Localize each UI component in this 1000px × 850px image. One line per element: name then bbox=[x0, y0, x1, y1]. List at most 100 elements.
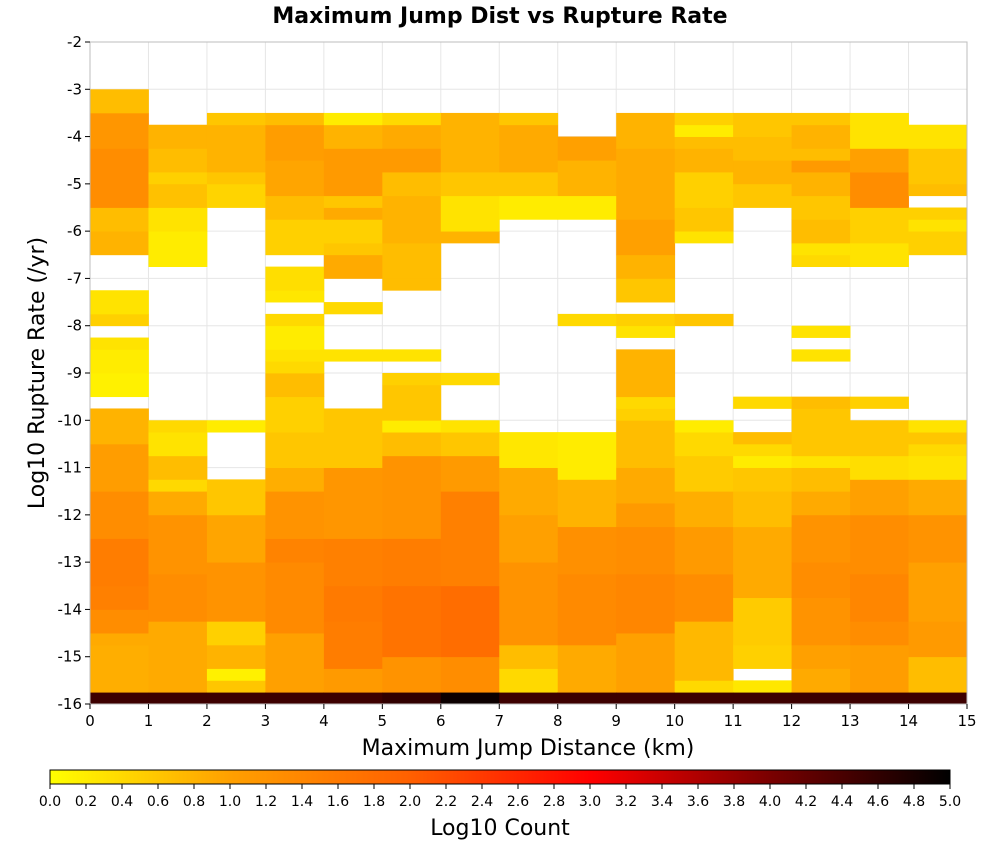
y-tick-label: -16 bbox=[58, 695, 83, 713]
heatmap-cell bbox=[499, 692, 559, 705]
heatmap-cell bbox=[323, 207, 383, 220]
heatmap-cell bbox=[382, 420, 442, 433]
heatmap-cell bbox=[850, 644, 909, 693]
y-tick-label: -9 bbox=[67, 364, 82, 382]
colorbar-tick-label: 1.6 bbox=[327, 794, 349, 810]
heatmap-cell bbox=[206, 479, 266, 516]
heatmap-cell bbox=[440, 432, 500, 457]
heatmap-cell bbox=[733, 136, 792, 161]
heatmap-cell bbox=[499, 195, 559, 220]
heatmap-cell bbox=[850, 514, 909, 575]
heatmap-cell bbox=[616, 503, 676, 528]
heatmap-cell bbox=[908, 621, 968, 658]
heatmap-cell bbox=[265, 491, 325, 539]
heatmap-cell bbox=[148, 124, 208, 149]
heatmap-cell bbox=[90, 644, 149, 693]
heatmap-cell bbox=[323, 621, 383, 669]
heatmap-cell bbox=[382, 656, 442, 693]
heatmap-cell bbox=[323, 349, 383, 362]
heatmap-cell bbox=[733, 160, 792, 185]
heatmap-cell bbox=[265, 160, 325, 197]
heatmap-cell bbox=[908, 432, 968, 445]
heatmap-cell bbox=[791, 491, 851, 516]
heatmap-cell bbox=[908, 148, 968, 185]
heatmap-cell bbox=[674, 112, 734, 126]
colorbar-tick-label: 3.6 bbox=[687, 794, 709, 810]
heatmap-cell bbox=[148, 432, 208, 457]
heatmap-cell bbox=[850, 172, 909, 208]
colorbar-tick-label: 4.8 bbox=[903, 794, 925, 810]
heatmap-cell bbox=[148, 183, 208, 208]
colorbar-tick-label: 3.0 bbox=[579, 794, 601, 810]
heatmap-cell bbox=[850, 479, 909, 516]
heatmap-cell bbox=[557, 432, 617, 480]
y-axis-ticks: -16 -15 -14 -13 -12 -11 -10 -9 -8 -7 -6 -5 -4 -3 -2 bbox=[58, 33, 90, 713]
colorbar-tick-label: 0.0 bbox=[39, 794, 61, 810]
heatmap-cell bbox=[382, 455, 442, 539]
heatmap-cell bbox=[674, 231, 734, 244]
heatmap-cell bbox=[499, 467, 559, 516]
heatmap-cell bbox=[90, 538, 149, 587]
heatmap-cell bbox=[382, 242, 442, 279]
heatmap-cell bbox=[674, 491, 734, 528]
heatmap-cell bbox=[733, 112, 792, 137]
heatmap-cell bbox=[265, 432, 325, 468]
y-tick-label: -7 bbox=[67, 269, 82, 287]
heatmap-cell bbox=[148, 172, 208, 185]
heatmap-cell bbox=[791, 325, 851, 338]
colorbar-tick-label: 0.6 bbox=[147, 794, 169, 810]
heatmap-cell bbox=[382, 112, 442, 126]
heatmap-cell bbox=[499, 112, 559, 126]
heatmap-cell bbox=[791, 195, 851, 220]
heatmap-cell bbox=[557, 136, 617, 161]
heatmap-cell bbox=[791, 514, 851, 563]
heatmap-cell bbox=[850, 455, 909, 480]
heatmap-cell bbox=[557, 195, 617, 220]
heatmap-cell bbox=[674, 526, 734, 575]
heatmap-cell bbox=[382, 538, 442, 587]
heatmap-cell bbox=[440, 231, 500, 244]
heatmap-cell bbox=[791, 396, 851, 409]
colorbar-tick-label: 5.0 bbox=[939, 794, 961, 810]
colorbar-label: Log10 Count bbox=[430, 816, 570, 841]
heatmap-cell bbox=[148, 231, 208, 267]
heatmap-cell bbox=[908, 219, 968, 232]
heatmap-cell bbox=[440, 491, 500, 587]
heatmap-cell bbox=[733, 396, 792, 409]
heatmap-cell bbox=[557, 692, 617, 705]
x-tick-label: 0 bbox=[85, 712, 95, 730]
heatmap-cell bbox=[90, 148, 149, 208]
heatmap-cell bbox=[791, 668, 851, 693]
heatmap-cell bbox=[90, 349, 149, 374]
heatmap-cell bbox=[674, 621, 734, 681]
heatmap-cell bbox=[908, 207, 968, 220]
heatmap-cell bbox=[265, 325, 325, 350]
heatmap-cell bbox=[674, 432, 734, 457]
heatmap-cell bbox=[382, 349, 442, 362]
heatmap-cell bbox=[733, 597, 792, 646]
y-tick-label: -6 bbox=[67, 222, 82, 240]
heatmap-cell bbox=[557, 644, 617, 693]
heatmap-cell bbox=[265, 692, 325, 705]
y-tick-label: -2 bbox=[67, 33, 82, 51]
heatmap-cell bbox=[674, 124, 734, 137]
x-tick-label: 15 bbox=[957, 712, 976, 730]
heatmap-cell bbox=[90, 89, 149, 114]
heatmap-cell bbox=[148, 692, 208, 705]
heatmap-cell bbox=[90, 337, 149, 350]
heatmap-cell bbox=[674, 420, 734, 433]
heatmap-cell bbox=[90, 207, 149, 232]
heatmap-cell bbox=[323, 195, 383, 208]
colorbar-tick-label: 1.8 bbox=[363, 794, 385, 810]
heatmap-cell bbox=[616, 420, 676, 468]
heatmap-cell bbox=[382, 278, 442, 291]
heatmap-cell bbox=[382, 384, 442, 421]
heatmap-cell bbox=[440, 420, 500, 433]
heatmap-cell bbox=[90, 408, 149, 445]
heatmap-cell bbox=[908, 443, 968, 457]
heatmap-cell bbox=[382, 148, 442, 173]
heatmap-cell bbox=[616, 349, 676, 398]
heatmap-cell bbox=[850, 573, 909, 622]
heatmap-cell bbox=[616, 313, 676, 327]
heatmap-cell bbox=[791, 160, 851, 173]
